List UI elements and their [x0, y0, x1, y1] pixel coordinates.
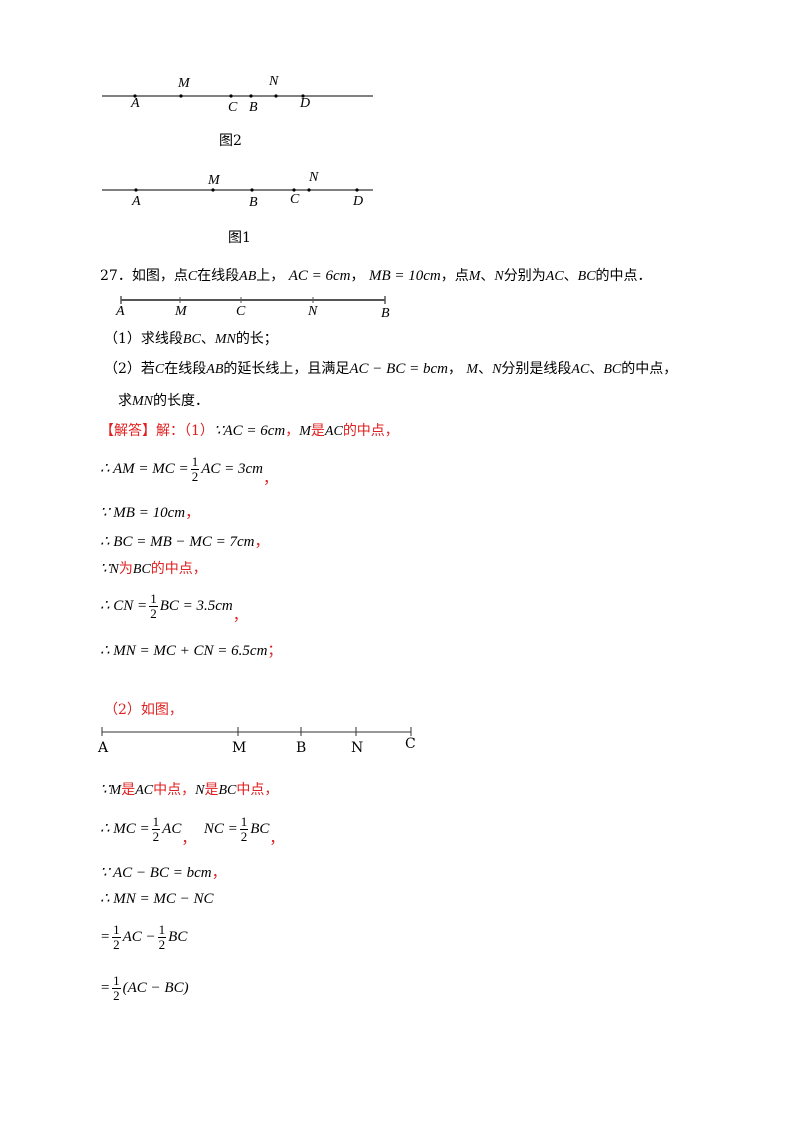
point-label: A [131, 96, 140, 111]
figure-2: A M C B N D [95, 72, 385, 130]
solution-line: ∴ MC = 1 2 AC， NC = 1 2 BC， [100, 814, 285, 847]
point-label: A [98, 740, 109, 756]
solution-figure-diagram [101, 727, 412, 736]
solution-line: ∴ CN = 1 2 BC = 3.5cm， [100, 591, 248, 624]
solution-line: ∴ MN = MC + CN = 6.5cm； [100, 643, 283, 659]
solution-line: ∴ AM = MC = 1 2 AC = 3cm， [100, 454, 278, 487]
solution-heading: 【解答】解：（1）∵AC = 6cm，M是AC的中点， [100, 423, 399, 439]
question-part-2-line-2: 求MN的长度． [118, 393, 209, 409]
point-label: B [296, 740, 307, 756]
point-label: M [175, 304, 187, 319]
solution-line: ∵N为BC的中点， [100, 561, 207, 577]
point-label: M [232, 740, 247, 756]
point-label: D [353, 194, 364, 209]
point-label: N [269, 74, 279, 89]
point-label: A [116, 304, 125, 319]
solution-line: ∵ MB = 10cm， [100, 505, 201, 521]
point-n [307, 188, 311, 192]
point-d [355, 188, 359, 192]
question-stem: 27．如图，点C在线段AB上， AC = 6cm， MB = 10cm，点M、N… [100, 268, 652, 284]
figure-1: A M B C N D [95, 170, 385, 218]
point-label: C [405, 736, 416, 752]
point-a [134, 188, 138, 192]
solution-line: ∴ MN = MC − NC [100, 891, 214, 907]
solution-line: ∵ AC − BC = bcm， [100, 865, 227, 881]
point-label: C [228, 100, 238, 115]
point-label: C [290, 192, 300, 207]
question-figure-diagram [120, 296, 386, 304]
figure-1-diagram [102, 188, 373, 192]
point-label: B [381, 306, 390, 321]
point-label: D [300, 96, 311, 111]
point-a [133, 94, 137, 98]
point-label: M [208, 173, 220, 188]
point-label: B [249, 195, 258, 210]
solution-figure: A M B N C [97, 724, 427, 760]
point-label: M [178, 76, 190, 91]
point-c [292, 188, 296, 192]
figure-caption: 图1 [228, 230, 251, 246]
point-m [179, 94, 183, 98]
figure-caption: 图2 [219, 133, 242, 149]
point-b [250, 188, 254, 192]
solution-line: ∵M是AC中点，N是BC中点， [100, 782, 279, 798]
solution-line: ∴ BC = MB − MC = 7cm， [100, 534, 270, 550]
question-part-2: （2）若C在线段AB的延长线上，且满足AC − BC = bcm， M、N分别是… [104, 361, 678, 377]
point-label: N [351, 740, 364, 756]
solution-line: = 1 2 AC −1 2 BC [100, 922, 188, 952]
solution-line: = 1 2 (AC − BC) [100, 973, 189, 1003]
point-d [301, 94, 305, 98]
point-label: A [132, 194, 141, 209]
solution-part-2-heading: （2）如图， [104, 702, 183, 718]
point-b [249, 94, 253, 98]
point-label: N [309, 170, 319, 185]
figure-2-diagram [102, 94, 373, 98]
point-label: N [308, 304, 318, 319]
point-m [211, 188, 215, 192]
point-c [229, 94, 233, 98]
point-label: C [236, 304, 246, 319]
point-n [274, 94, 278, 98]
question-figure: A M C N B [112, 293, 402, 323]
point-label: B [249, 100, 258, 115]
question-part-1: （1）求线段BC、MN的长； [104, 331, 278, 347]
